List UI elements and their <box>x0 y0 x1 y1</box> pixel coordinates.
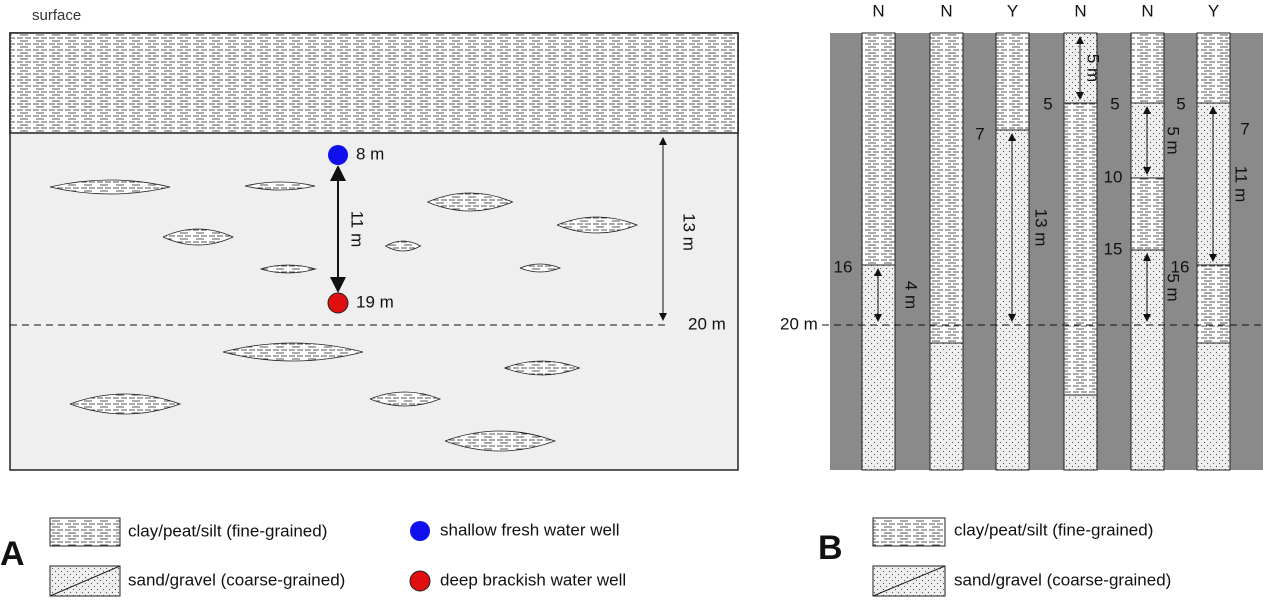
column-label: Y <box>1208 1 1219 20</box>
thickness-label: 13 m <box>1032 209 1051 247</box>
lens <box>444 430 557 452</box>
surface-label: surface <box>32 7 81 24</box>
sand-layer <box>1063 394 1098 471</box>
depth-label: 15 <box>1104 239 1123 258</box>
depth-label: 16 <box>1171 257 1190 276</box>
depth-label: 7 <box>1240 119 1249 138</box>
lens <box>69 393 182 415</box>
background <box>830 33 1263 470</box>
panel-label: A <box>0 535 25 573</box>
clay-layer <box>1063 102 1098 396</box>
clay-layer <box>929 32 964 344</box>
lens <box>244 181 316 191</box>
swatch-diagonal <box>49 565 121 597</box>
legend-dot <box>410 521 430 541</box>
clay-layer <box>995 32 1030 131</box>
lens <box>222 342 364 362</box>
sand-layer <box>929 342 964 471</box>
lens <box>504 360 581 376</box>
column-label: N <box>940 1 952 20</box>
legend-text: sand/gravel (coarse-grained) <box>954 570 1171 589</box>
column-label: N <box>872 1 884 20</box>
swatch-diagonal <box>872 565 946 597</box>
lens <box>162 228 234 246</box>
lens <box>556 216 639 234</box>
panel-label: B <box>818 529 843 567</box>
depth-label: 5 <box>1110 94 1119 113</box>
lens <box>519 263 562 273</box>
column-label: N <box>1141 1 1153 20</box>
lens <box>260 264 317 274</box>
depth-label: 5 <box>1043 94 1052 113</box>
lens <box>427 192 514 212</box>
thickness-label: 5 m <box>1164 126 1183 154</box>
clay-swatch <box>49 517 121 547</box>
shallow-well <box>328 145 348 165</box>
column-label: N <box>1074 1 1086 20</box>
clay-layer <box>1196 32 1231 104</box>
clay-layer <box>1196 264 1231 344</box>
clay-layer <box>9 32 739 134</box>
depth-label: 7 <box>975 124 984 143</box>
clay-layer <box>1130 177 1165 251</box>
legend-text: shallow fresh water well <box>440 520 620 539</box>
thickness-label: 11 m <box>1232 166 1251 203</box>
clay-layer <box>861 32 896 266</box>
column-label: Y <box>1007 1 1018 20</box>
lens <box>385 240 422 252</box>
lens <box>369 391 442 407</box>
thickness-label: 5 m <box>1164 273 1183 301</box>
thickness-label: 5 m <box>1084 54 1103 82</box>
depth-label: 16 <box>834 257 853 276</box>
clay-layer <box>1130 32 1165 104</box>
legend-text: clay/peat/silt (fine-grained) <box>954 520 1153 539</box>
depth-label: 5 <box>1176 94 1185 113</box>
clay-swatch <box>872 517 946 547</box>
well-label: 19 m <box>356 292 394 311</box>
legend-text: deep brackish water well <box>440 570 626 589</box>
depth-label: 10 <box>1104 167 1123 186</box>
well-label: 8 m <box>356 144 384 163</box>
legend-text: clay/peat/silt (fine-grained) <box>128 521 327 540</box>
well-gap-label: 11 m <box>348 211 367 248</box>
lens <box>49 179 171 195</box>
deep-well <box>327 292 349 314</box>
legend-dot <box>409 570 431 592</box>
legend-text: sand/gravel (coarse-grained) <box>128 570 345 589</box>
depth-line-label: 20 m <box>688 314 726 333</box>
thickness-label: 13 m <box>680 213 699 251</box>
sand-layer <box>1196 342 1231 471</box>
thickness-label: 4 m <box>902 281 921 309</box>
depth-line-label: 20 m <box>780 314 818 333</box>
